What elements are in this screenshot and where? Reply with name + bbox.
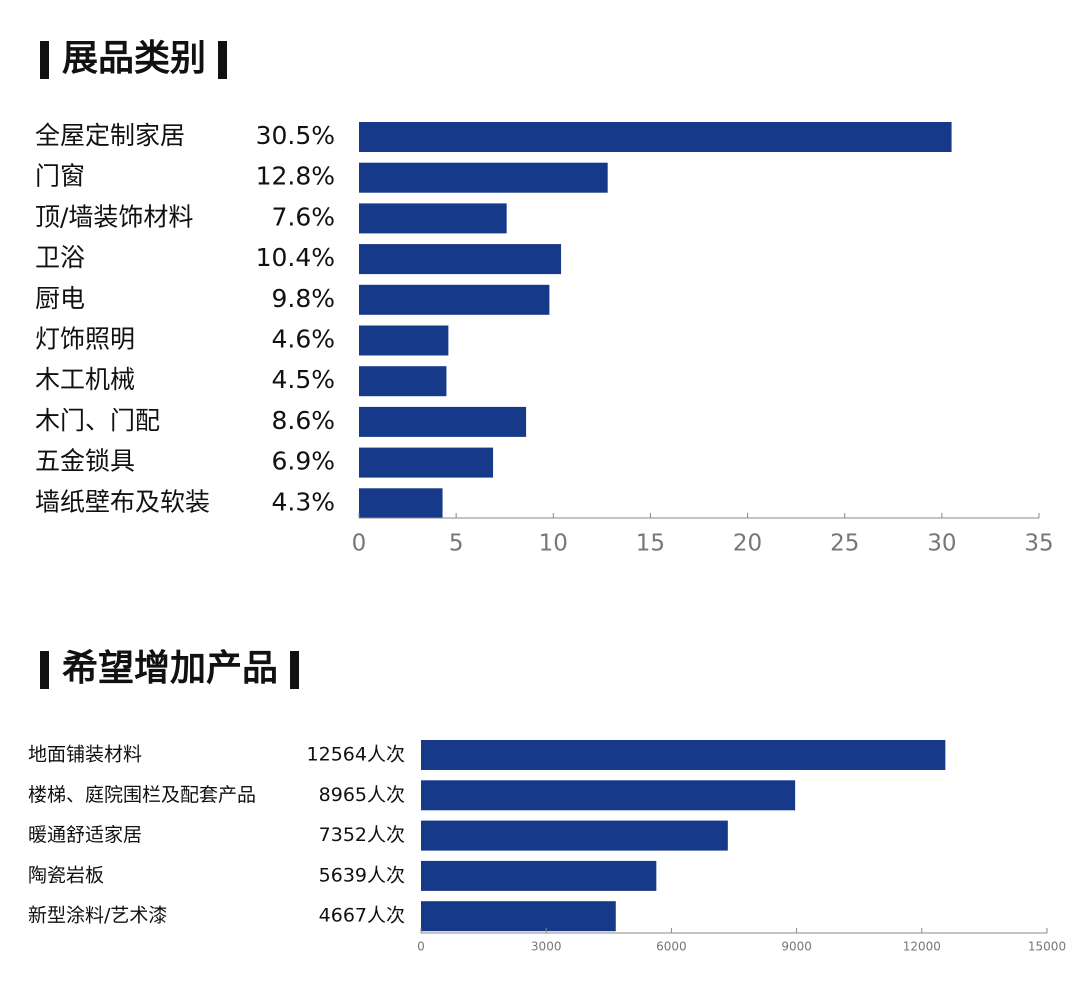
- category-label: 新型涂料/艺术漆: [28, 905, 167, 927]
- category-label: 灯饰照明: [35, 325, 135, 354]
- value-label: 4.6%: [271, 325, 335, 354]
- value-label: 8.6%: [271, 406, 335, 435]
- category-label: 地面铺装材料: [28, 744, 142, 766]
- bar: [359, 447, 494, 478]
- value-label: 30.5%: [256, 121, 335, 150]
- category-label: 暖通舒适家居: [28, 824, 142, 846]
- category-label: 门窗: [35, 162, 85, 191]
- bar: [421, 901, 616, 932]
- x-tick-label: 15000: [1028, 940, 1066, 954]
- category-label: 木门、门配: [35, 406, 160, 435]
- bar: [421, 820, 728, 851]
- value-label: 5639人次: [319, 864, 405, 886]
- x-tick-label: 12000: [903, 940, 941, 954]
- value-label: 7.6%: [271, 202, 335, 231]
- bar: [421, 740, 946, 770]
- bar: [359, 284, 550, 315]
- bar: [359, 366, 447, 397]
- value-label: 4667人次: [319, 905, 405, 927]
- bar: [359, 162, 608, 193]
- value-label: 12564人次: [307, 744, 405, 766]
- x-tick-label: 10: [539, 531, 568, 557]
- category-label: 五金锁具: [35, 447, 135, 476]
- category-label: 墙纸壁布及软装: [35, 487, 210, 516]
- category-label: 卫浴: [35, 243, 85, 272]
- category-label: 顶/墙装饰材料: [35, 202, 193, 231]
- title-bar-left: [40, 41, 49, 79]
- x-tick-label: 0: [417, 940, 425, 954]
- category-label: 木工机械: [35, 365, 135, 394]
- title-bar-left: [40, 651, 49, 689]
- category-label: 全屋定制家居: [35, 121, 185, 150]
- x-tick-label: 5: [449, 531, 464, 557]
- category-label: 厨电: [35, 284, 85, 313]
- title-bar-right: [290, 651, 300, 689]
- chart-title: 展品类别: [62, 38, 206, 79]
- value-label: 7352人次: [319, 824, 405, 846]
- x-tick-label: 6000: [656, 940, 687, 954]
- chart-title: 希望增加产品: [62, 648, 278, 689]
- value-label: 4.5%: [271, 365, 335, 394]
- x-tick-label: 25: [830, 531, 859, 557]
- x-tick-label: 9000: [781, 940, 812, 954]
- bar: [359, 244, 562, 275]
- x-tick-label: 15: [636, 531, 665, 557]
- bar: [359, 203, 507, 234]
- bar: [421, 860, 657, 891]
- bar: [421, 780, 796, 811]
- bar: [359, 122, 952, 152]
- category-label: 楼梯、庭院围栏及配套产品: [28, 784, 256, 806]
- x-tick-label: 35: [1024, 531, 1053, 557]
- x-tick-label: 20: [733, 531, 762, 557]
- x-tick-label: 0: [352, 531, 367, 557]
- bar: [359, 325, 449, 356]
- value-label: 9.8%: [271, 284, 335, 313]
- value-label: 4.3%: [271, 487, 335, 516]
- value-label: 6.9%: [271, 447, 335, 476]
- value-label: 8965人次: [319, 784, 405, 806]
- value-label: 10.4%: [256, 243, 335, 272]
- bar: [359, 406, 527, 437]
- x-tick-label: 30: [927, 531, 956, 557]
- bar: [359, 488, 443, 519]
- x-tick-label: 3000: [531, 940, 562, 954]
- value-label: 12.8%: [256, 162, 335, 191]
- title-bar-right: [218, 41, 228, 79]
- category-label: 陶瓷岩板: [28, 864, 104, 886]
